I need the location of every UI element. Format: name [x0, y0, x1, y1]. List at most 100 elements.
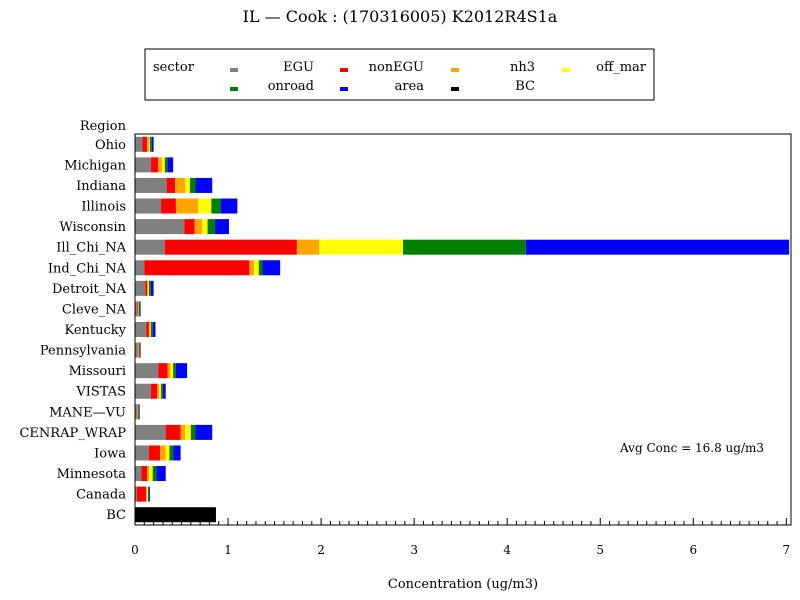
- bar-segment-nh3: [138, 342, 140, 358]
- bar-segment-onroad: [258, 260, 263, 276]
- bar-segment-nonegu: [145, 280, 148, 296]
- legend-label-bc: BC: [515, 79, 535, 94]
- bar-segment-egu: [135, 177, 167, 193]
- bar-segment-egu: [135, 445, 149, 461]
- plot-frame: [134, 133, 792, 526]
- bar-segment-nh3: [249, 260, 255, 276]
- bar-segment-area: [150, 280, 154, 296]
- x-tick-label: 2: [317, 543, 325, 557]
- category-label: Michigan: [64, 158, 126, 173]
- x-tick-label: 5: [596, 543, 604, 557]
- bar-segment-onroad: [148, 486, 149, 502]
- bar-segment-nh3: [146, 486, 148, 502]
- bar-segment-area: [151, 136, 154, 152]
- bar-segment-egu: [135, 363, 159, 379]
- category-label: MANE—VU: [49, 405, 126, 420]
- bar-segment-nh3: [148, 322, 150, 337]
- bar-segment-off-mar: [319, 239, 403, 255]
- bar-segment-egu: [135, 383, 151, 399]
- bar-segment-onroad: [402, 239, 526, 255]
- bar-segment-area: [220, 198, 238, 214]
- bar-segment-nh3: [167, 363, 171, 379]
- bar-segment-onroad: [149, 136, 152, 152]
- bar-segment-onroad: [148, 280, 151, 296]
- bar-segment-nh3: [160, 445, 166, 461]
- category-label: Canada: [76, 488, 126, 503]
- bar-segment-bc: [135, 507, 216, 523]
- bar-segment-nh3: [158, 157, 162, 173]
- bar-segment-nh3: [137, 301, 139, 317]
- category-label: CENRAP_WRAP: [19, 426, 126, 441]
- legend-label-onroad: onroad: [268, 79, 314, 94]
- bar-segment-nonegu: [141, 466, 148, 482]
- bar-segment-onroad: [161, 383, 163, 399]
- category-label: Detroit_NA: [52, 282, 127, 297]
- bar-segment-nonegu: [166, 177, 176, 193]
- legend-label-egu: EGU: [283, 60, 314, 75]
- bar-segment-nonegu: [142, 136, 148, 152]
- bar-segment-nh3: [147, 466, 149, 482]
- bar-segment-off-mar: [138, 301, 140, 317]
- bar-segment-egu: [135, 342, 138, 358]
- bar-segment-area: [262, 260, 281, 276]
- bar-segment-onroad: [169, 445, 174, 461]
- bar-segment-nonegu: [146, 322, 149, 337]
- legend-swatch-bc: [451, 87, 459, 91]
- bar-segment-nonegu: [150, 383, 158, 399]
- bar-segment-egu: [135, 322, 147, 337]
- bar-segment-area: [162, 383, 166, 399]
- bar-segment-nonegu: [136, 301, 138, 317]
- category-label: Missouri: [69, 364, 126, 379]
- bar-segment-onroad: [164, 157, 168, 173]
- bar-segment-area: [167, 157, 174, 173]
- bar-segment-off-mar: [165, 445, 170, 461]
- bar-segment-nonegu: [165, 424, 181, 440]
- bar-segment-onroad: [211, 198, 221, 214]
- bar-segment-onroad: [207, 219, 216, 235]
- bar-segment-area: [138, 404, 140, 420]
- bar-segment-nh3: [180, 424, 186, 440]
- bar-segment-onroad: [152, 466, 157, 482]
- bar-segment-area: [195, 177, 213, 193]
- x-tick-label: 6: [689, 543, 697, 557]
- bar-segment-off-mar: [148, 280, 149, 296]
- bar-segment-off-mar: [185, 424, 191, 440]
- x-axis-title: Concentration (ug/m3): [388, 577, 538, 592]
- bar-segment-nonegu: [158, 363, 168, 379]
- bar-segment-nonegu: [137, 342, 139, 358]
- legend-label-off-mar: off_mar: [596, 60, 647, 75]
- bar-segment-nh3: [296, 239, 320, 255]
- category-label: Iowa: [94, 446, 126, 461]
- bar-segment-egu: [135, 466, 142, 482]
- category-label: Illinois: [81, 200, 126, 215]
- legend-label-nonegu: nonEGU: [369, 60, 424, 75]
- bar-segment-onroad: [138, 301, 140, 317]
- bar-segment-egu: [135, 486, 137, 502]
- bar-segment-egu: [135, 239, 165, 255]
- bar-segment-off-mar: [138, 342, 140, 358]
- category-label: Indiana: [76, 179, 126, 194]
- bar-segment-nonegu: [164, 239, 297, 255]
- category-label: Cleve_NA: [62, 302, 127, 317]
- bar-segment-area: [152, 322, 156, 337]
- legend-swatch-onroad: [230, 87, 238, 91]
- bar-segment-egu: [135, 157, 151, 173]
- legend-label-area: area: [395, 79, 425, 94]
- category-label: Ind_Chi_NA: [48, 261, 127, 276]
- bar-segment-onroad: [138, 404, 140, 420]
- bar-segment-off-mar: [148, 136, 150, 152]
- bar-segment-area: [139, 301, 141, 317]
- legend-box: [144, 48, 655, 101]
- bar-segment-nh3: [157, 383, 160, 399]
- bar-segment-off-mar: [170, 363, 174, 379]
- bar-segment-nonegu: [144, 260, 250, 276]
- bar-segment-off-mar: [198, 198, 212, 214]
- bar-segment-nh3: [175, 198, 199, 214]
- avg-conc-annotation: Avg Conc = 16.8 ug/m3: [619, 441, 764, 455]
- legend-swatch-off-mar: [562, 68, 570, 72]
- bar-segment-onroad: [139, 342, 140, 358]
- legend-label-nh3: nh3: [510, 60, 535, 75]
- bar-segment-nh3: [175, 177, 186, 193]
